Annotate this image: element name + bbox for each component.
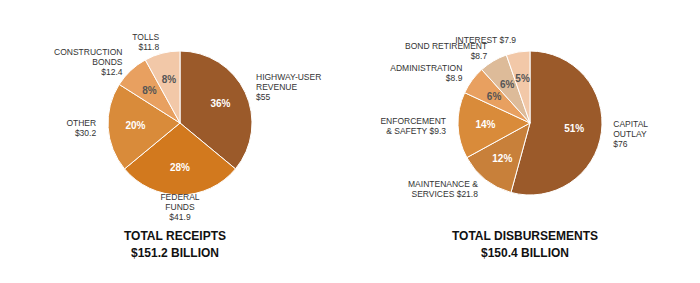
- html-text:TOTAL DISBURSEMENTS: TOTAL DISBURSEMENTS: [452, 229, 598, 243]
- svg-text:51%: 51%: [564, 123, 584, 134]
- svg-text:CONSTRUCTIONBONDS$12.4: CONSTRUCTIONBONDS$12.4: [54, 47, 123, 77]
- html-text:BOND RETIREMENT: BOND RETIREMENT: [405, 40, 488, 51]
- svg-text:36%: 36%: [210, 98, 230, 109]
- svg-text:6%: 6%: [487, 91, 502, 102]
- html-text:$150.4 BILLION: $150.4 BILLION: [481, 246, 569, 260]
- svg-text:14%: 14%: [475, 119, 495, 130]
- svg-text:6%: 6%: [500, 79, 515, 90]
- svg-text:ENFORCEMENT& SAFETY $9.3: ENFORCEMENT& SAFETY $9.3: [380, 116, 446, 136]
- html-text:TOTAL RECEIPTS: TOTAL RECEIPTS: [124, 229, 226, 243]
- html-text:$8.7: $8.7: [470, 50, 488, 61]
- svg-text:20%: 20%: [125, 120, 145, 131]
- svg-text:8%: 8%: [142, 85, 157, 96]
- svg-text:TOLLS$11.8: TOLLS$11.8: [132, 32, 159, 52]
- svg-text:28%: 28%: [170, 162, 190, 173]
- svg-text:MAINTENANCE &SERVICES $21.8: MAINTENANCE &SERVICES $21.8: [408, 179, 478, 199]
- svg-text:OTHER$30.2: OTHER$30.2: [66, 118, 96, 138]
- html-text:$151.2 BILLION: $151.2 BILLION: [131, 246, 219, 260]
- svg-text:ADMINISTRATION$8.9: ADMINISTRATION$8.9: [390, 63, 462, 83]
- svg-text:12%: 12%: [492, 153, 512, 164]
- svg-text:5%: 5%: [515, 73, 530, 84]
- svg-text:CAPITALOUTLAY$76: CAPITALOUTLAY$76: [613, 119, 648, 149]
- svg-text:FEDERALFUNDS$41.9: FEDERALFUNDS$41.9: [160, 192, 199, 222]
- svg-text:8%: 8%: [162, 74, 177, 85]
- svg-text:HIGHWAY-USERREVENUE$55: HIGHWAY-USERREVENUE$55: [256, 72, 321, 102]
- svg-text:INTEREST $7.9: INTEREST $7.9: [455, 35, 516, 45]
